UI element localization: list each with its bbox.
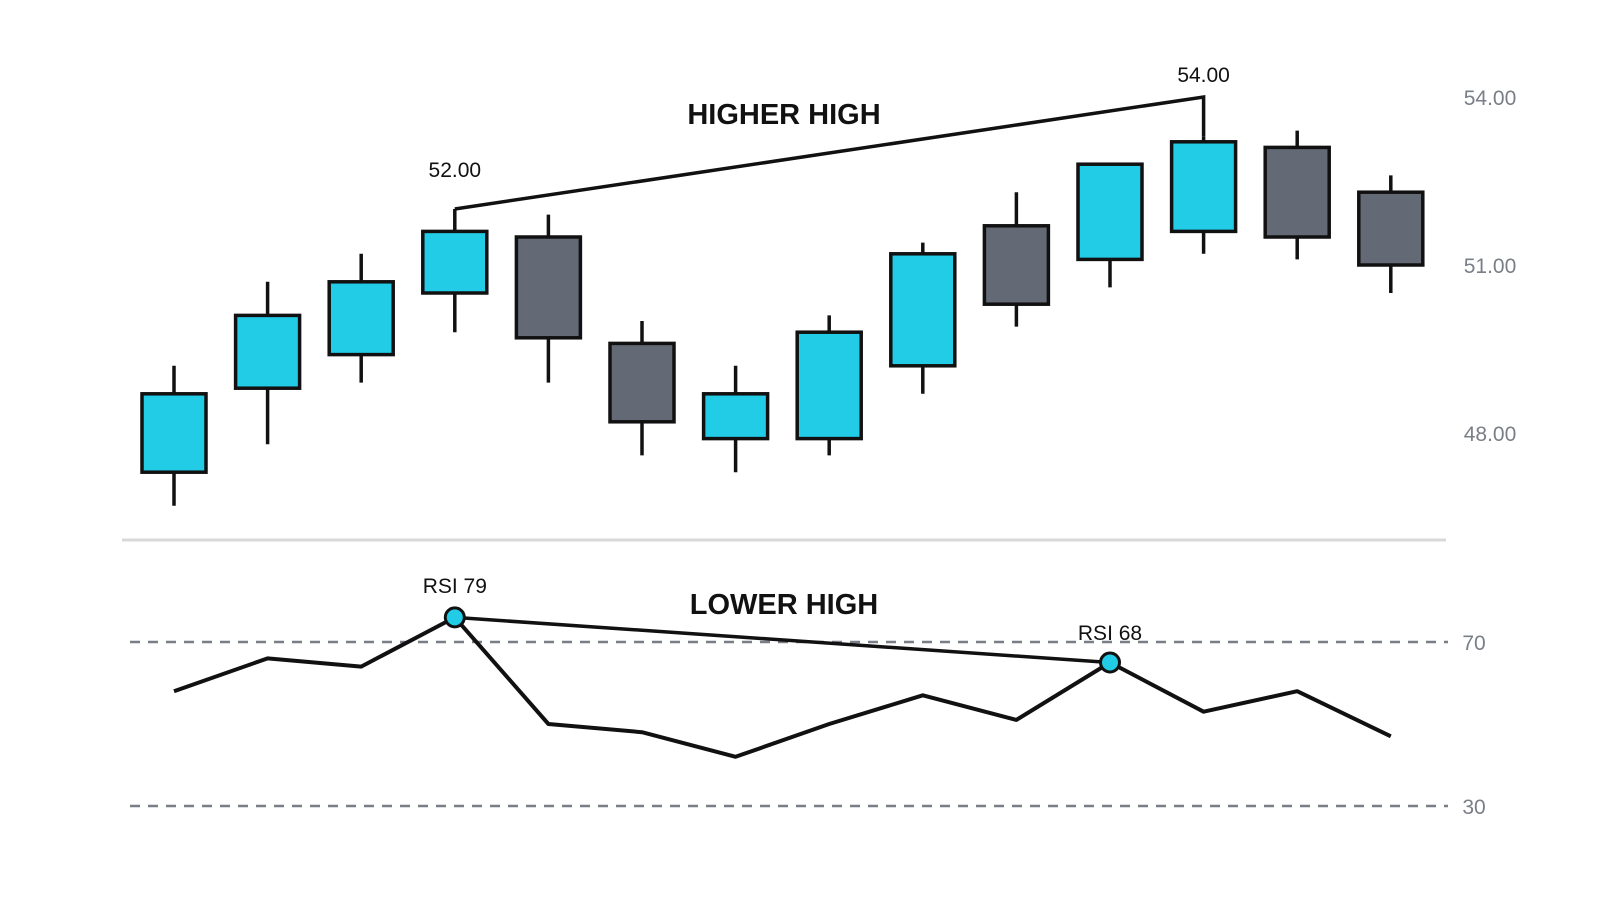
bullish-candle-body (327, 280, 395, 357)
candle-4 (421, 209, 489, 333)
lower-high-trendline (454, 615, 1111, 665)
rsi-tick-label: 70 (1462, 632, 1485, 655)
bearish-candle-body (514, 235, 583, 340)
higher-high-trendline (454, 94, 1206, 211)
candle-1 (140, 365, 208, 506)
bullish-candle-body (889, 252, 957, 368)
rsi-label-68: RSI 68 (1078, 622, 1142, 645)
rsi-label-79: RSI 79 (423, 575, 487, 598)
candle-7 (701, 365, 770, 473)
candle-11 (1076, 162, 1144, 288)
candle-13 (1263, 130, 1331, 260)
higher-high-label: HIGHER HIGH (687, 99, 880, 131)
bullish-candle-body (421, 229, 489, 295)
rsi-peak-marker (443, 606, 466, 629)
price-panel: HIGHER HIGH 52.00 54.00 54.00 51.00 48.00 (140, 64, 1517, 506)
candle-8 (795, 315, 863, 456)
bearish-candle-body (982, 224, 1051, 306)
candle-12 (1169, 136, 1238, 254)
bearish-candle-body (1357, 190, 1425, 267)
price-tick-label: 54.00 (1464, 87, 1517, 110)
lower-high-label: LOWER HIGH (690, 589, 879, 621)
price-tick-label: 51.00 (1464, 255, 1517, 278)
rsi-panel: LOWER HIGH RSI 79 RSI 68 70 30 (130, 575, 1486, 819)
candle-14 (1357, 175, 1425, 293)
rsi-peak-marker (1099, 651, 1121, 674)
rsi-line (173, 615, 1392, 759)
candle-9 (889, 242, 957, 394)
price-label-54: 54.00 (1177, 64, 1230, 87)
price-label-52: 52.00 (429, 159, 482, 182)
bullish-candle-body (795, 330, 863, 441)
candle-3 (327, 253, 395, 383)
candle-5 (514, 214, 583, 383)
trendline-path (454, 94, 1206, 211)
bullish-candle-body (140, 392, 208, 474)
rsi-tick-label: 30 (1462, 796, 1485, 819)
bullish-candle-body (233, 313, 302, 390)
candle-2 (233, 281, 302, 445)
candle-6 (608, 321, 676, 456)
bearish-candle-body (1263, 145, 1331, 239)
bullish-candle-body (1076, 162, 1144, 262)
bullish-candle-body (701, 392, 770, 441)
bearish-candle-body (608, 341, 676, 424)
candle-10 (982, 192, 1051, 327)
bullish-candle-body (1169, 140, 1238, 234)
price-tick-label: 48.00 (1464, 423, 1517, 446)
